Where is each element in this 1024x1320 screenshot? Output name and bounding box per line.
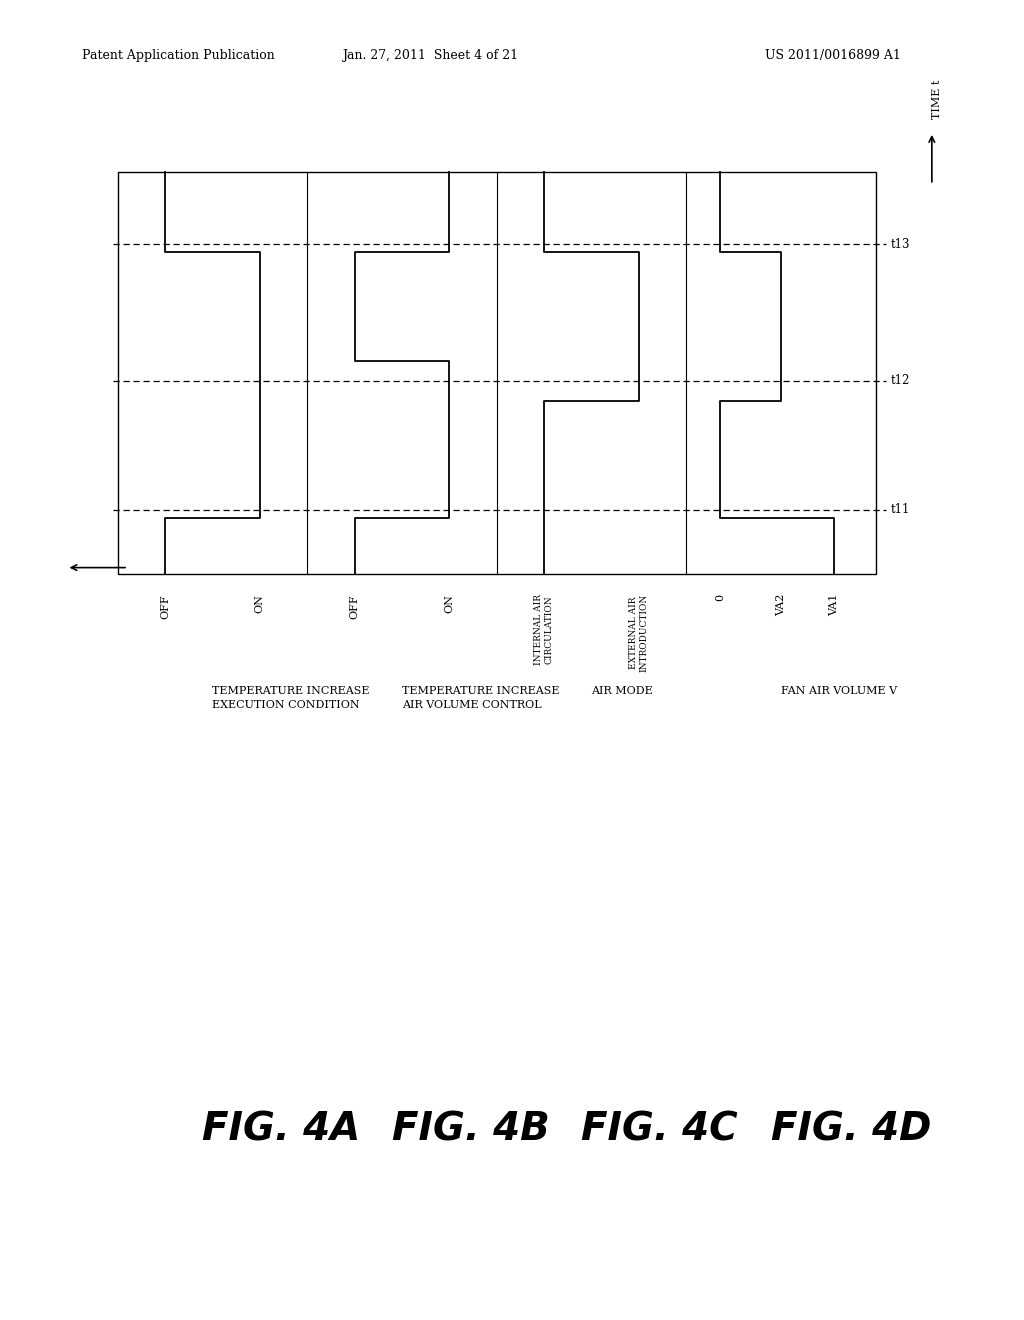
- Text: TIME t: TIME t: [932, 79, 942, 119]
- Text: FIG. 4A: FIG. 4A: [203, 1110, 360, 1148]
- Text: VA2: VA2: [776, 594, 785, 616]
- Text: OFF: OFF: [349, 594, 359, 619]
- Text: VA1: VA1: [828, 594, 839, 616]
- Text: INTERNAL AIR
CIRCULATION: INTERNAL AIR CIRCULATION: [535, 594, 554, 665]
- Text: TEMPERATURE INCREASE
EXECUTION CONDITION: TEMPERATURE INCREASE EXECUTION CONDITION: [213, 686, 370, 710]
- Text: TEMPERATURE INCREASE
AIR VOLUME CONTROL: TEMPERATURE INCREASE AIR VOLUME CONTROL: [401, 686, 559, 710]
- Text: Patent Application Publication: Patent Application Publication: [82, 49, 274, 62]
- Text: ON: ON: [444, 594, 455, 612]
- Text: FIG. 4C: FIG. 4C: [582, 1110, 737, 1148]
- Text: t11: t11: [891, 503, 910, 516]
- Text: 0: 0: [715, 594, 725, 601]
- Text: FAN AIR VOLUME V: FAN AIR VOLUME V: [780, 686, 897, 697]
- Text: FIG. 4B: FIG. 4B: [391, 1110, 550, 1148]
- Text: EXTERNAL AIR
INTRODUCTION: EXTERNAL AIR INTRODUCTION: [629, 594, 648, 672]
- Text: FIG. 4D: FIG. 4D: [770, 1110, 931, 1148]
- Text: Jan. 27, 2011  Sheet 4 of 21: Jan. 27, 2011 Sheet 4 of 21: [342, 49, 518, 62]
- Text: AIR MODE: AIR MODE: [592, 686, 653, 697]
- Text: ON: ON: [255, 594, 265, 612]
- Text: US 2011/0016899 A1: US 2011/0016899 A1: [765, 49, 901, 62]
- Bar: [118, 172, 876, 574]
- Text: OFF: OFF: [160, 594, 170, 619]
- Text: t13: t13: [891, 238, 910, 251]
- Text: t12: t12: [891, 375, 910, 388]
